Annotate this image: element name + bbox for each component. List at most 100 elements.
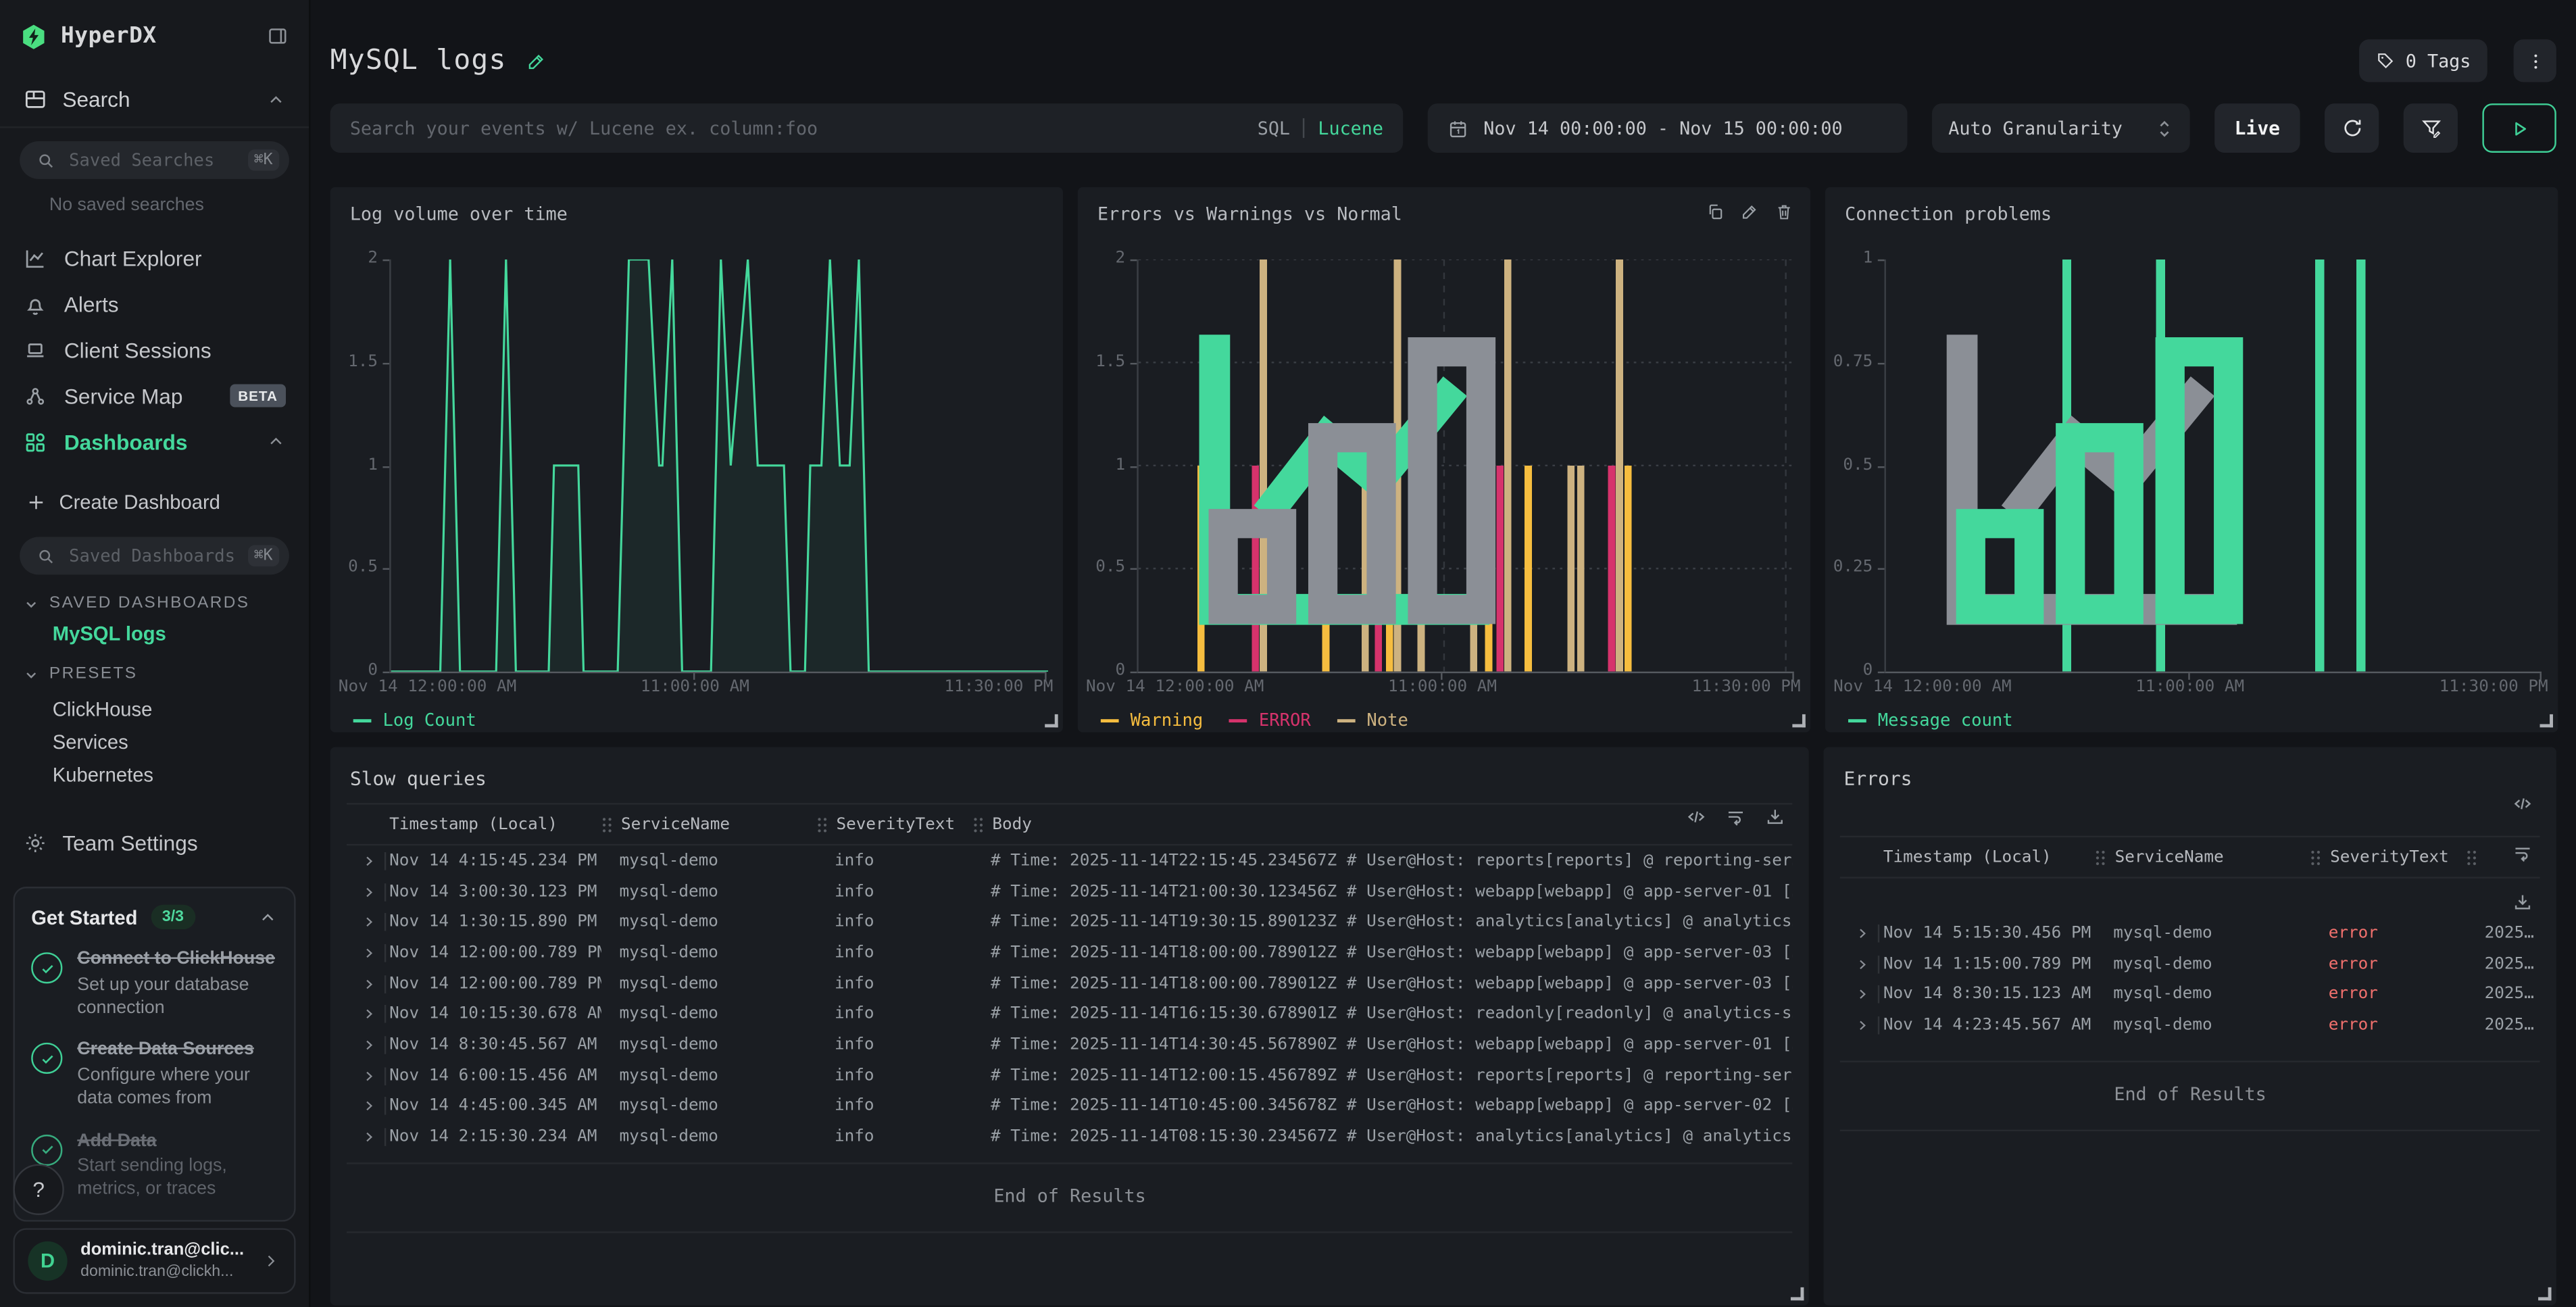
resize-handle[interactable] <box>1792 714 1805 727</box>
sidebar-item-label: Search <box>62 87 130 112</box>
tags-button[interactable]: 0 Tags <box>2360 39 2487 82</box>
table-row[interactable]: Nov 14 4:15:45.234 PMmysql-demoinfo# Tim… <box>347 845 1793 876</box>
sidebar-item-team-settings[interactable]: Team Settings <box>0 821 309 864</box>
row-expander[interactable] <box>347 1128 389 1146</box>
saved-dashboards-field[interactable] <box>66 544 237 567</box>
refresh-button[interactable] <box>2325 103 2379 153</box>
severity-cell: info <box>816 1128 972 1146</box>
column-header[interactable]: ServiceName <box>2095 848 2310 866</box>
run-query-button[interactable] <box>2482 103 2556 153</box>
row-expander[interactable] <box>1841 1016 1883 1035</box>
table-row[interactable]: Nov 14 4:45:00.345 AMmysql-demoinfo# Tim… <box>347 1091 1793 1122</box>
table-row[interactable]: Nov 14 1:15:00.789 PMmysql-demoerror2025… <box>1841 949 2540 979</box>
user-menu[interactable]: D dominic.tran@clic... dominic.tran@clic… <box>13 1228 295 1293</box>
row-expander[interactable] <box>347 883 389 901</box>
body-cell: # Time: 2025-11-14T08:15:30.234567Z # Us… <box>972 1128 1793 1146</box>
download-icon[interactable] <box>1765 806 1787 828</box>
checklist-item-add-data[interactable]: Add Data Start sending logs, metrics, or… <box>31 1131 278 1202</box>
sidebar-item-chart-explorer[interactable]: Chart Explorer <box>0 235 309 280</box>
sidebar-item-dashboards[interactable]: Dashboards <box>0 419 309 465</box>
table-row[interactable]: Nov 14 3:00:30.123 PMmysql-demoinfo# Tim… <box>347 877 1793 907</box>
row-expander[interactable] <box>1841 955 1883 973</box>
row-expander[interactable] <box>347 1006 389 1024</box>
download-icon[interactable] <box>2512 891 2533 913</box>
lucene-toggle[interactable]: Lucene <box>1318 118 1383 139</box>
chevron-up-icon[interactable] <box>266 432 286 451</box>
sql-toggle[interactable]: SQL <box>1258 118 1290 139</box>
dashboard-menu-button[interactable] <box>2514 39 2556 82</box>
saved-searches-field[interactable] <box>66 149 237 172</box>
row-expander[interactable] <box>1841 924 1883 943</box>
create-dashboard-button[interactable]: Create Dashboard <box>0 481 309 524</box>
severity-cell: info <box>816 944 972 962</box>
row-expander[interactable] <box>347 975 389 993</box>
edit-icon[interactable] <box>1740 202 1760 222</box>
event-search-input[interactable] <box>330 118 1258 139</box>
row-expander[interactable] <box>1841 985 1883 1004</box>
filter-button[interactable] <box>2404 103 2458 153</box>
live-button[interactable]: Live <box>2214 103 2300 153</box>
sidebar-item-clickhouse[interactable]: ClickHouse <box>0 693 309 726</box>
table-row[interactable]: Nov 14 1:30:15.890 PMmysql-demoinfo# Tim… <box>347 907 1793 937</box>
panel-actions <box>1706 202 1794 222</box>
table-row[interactable]: Nov 14 5:15:30.456 PMmysql-demoerror2025… <box>1841 918 2540 948</box>
sidebar-item-client-sessions[interactable]: Client Sessions <box>0 327 309 373</box>
row-expander[interactable] <box>347 1098 389 1116</box>
edit-title-icon[interactable] <box>526 50 548 72</box>
date-range-picker[interactable]: Nov 14 00:00:00 - Nov 15 00:00:00 <box>1428 103 1908 153</box>
section-presets[interactable]: PRESETS <box>23 665 309 683</box>
table-row[interactable]: Nov 14 6:00:15.456 AMmysql-demoinfo# Tim… <box>347 1060 1793 1091</box>
table-row[interactable]: Nov 14 2:15:30.234 AMmysql-demoinfo# Tim… <box>347 1122 1793 1152</box>
timestamp-cell: Nov 14 12:00:00.789 PM <box>389 944 601 962</box>
column-header[interactable]: SeverityText <box>2310 848 2467 866</box>
query-language-toggle[interactable]: SQL Lucene <box>1258 118 1383 139</box>
sidebar-item-alerts[interactable]: Alerts <box>0 280 309 326</box>
wrap-lines-icon[interactable] <box>2512 842 2533 864</box>
resize-handle[interactable] <box>2538 1287 2551 1300</box>
table-row[interactable]: Nov 14 8:30:15.123 AMmysql-demoerror2025… <box>1841 979 2540 1010</box>
table-row[interactable]: Nov 14 12:00:00.789 PMmysql-demoinfo# Ti… <box>347 937 1793 968</box>
code-icon[interactable] <box>2512 793 2533 815</box>
sidebar-item-services[interactable]: Services <box>0 726 309 759</box>
chevron-up-icon[interactable] <box>258 907 278 927</box>
saved-searches-input[interactable]: ⌘K <box>20 141 289 179</box>
granularity-select[interactable]: Auto Granularity <box>1932 103 2190 153</box>
code-icon[interactable] <box>1686 806 1708 828</box>
wrap-lines-icon[interactable] <box>1725 806 1747 828</box>
sidebar-item-service-map[interactable]: Service Map BETA <box>0 373 309 419</box>
column-header[interactable]: Timestamp (Local) <box>1883 848 2096 866</box>
delete-icon[interactable] <box>1775 202 1794 222</box>
column-header[interactable]: Timestamp (Local) <box>389 815 601 833</box>
table-row[interactable]: Nov 14 8:30:45.567 AMmysql-demoinfo# Tim… <box>347 1030 1793 1060</box>
resize-handle[interactable] <box>1791 1287 1804 1300</box>
column-header[interactable]: ServiceName <box>601 815 816 833</box>
collapse-sidebar-icon[interactable] <box>266 24 289 47</box>
resize-handle[interactable] <box>1045 714 1058 727</box>
row-expander[interactable] <box>347 944 389 962</box>
row-expander[interactable] <box>347 1066 389 1085</box>
sidebar-item-search[interactable]: Search <box>0 72 309 128</box>
table-row[interactable]: Nov 14 12:00:00.789 PMmysql-demoinfo# Ti… <box>347 968 1793 999</box>
resize-handle[interactable] <box>2540 714 2553 727</box>
saved-dashboards-input[interactable]: ⌘K <box>20 537 289 574</box>
sidebar-item-kubernetes[interactable]: Kubernetes <box>0 758 309 791</box>
timestamp-cell: Nov 14 2:15:30.234 AM <box>389 1128 601 1146</box>
row-expander[interactable] <box>347 852 389 870</box>
section-saved-dashboards[interactable]: SAVED DASHBOARDS <box>23 595 309 613</box>
table-row[interactable]: Nov 14 10:15:30.678 AMmysql-demoinfo# Ti… <box>347 999 1793 1029</box>
table-row[interactable]: Nov 14 4:23:45.567 AMmysql-demoerror2025… <box>1841 1010 2540 1040</box>
sidebar-item-mysql-logs[interactable]: MySQL logs <box>0 622 309 645</box>
event-search-box[interactable]: SQL Lucene <box>330 103 1404 153</box>
row-expander[interactable] <box>347 1036 389 1054</box>
checklist-item-connect[interactable]: Connect to ClickHouse Set up your databa… <box>31 949 278 1020</box>
severity-cell: info <box>816 975 972 993</box>
checklist-item-data-sources[interactable]: Create Data Sources Configure where your… <box>31 1040 278 1111</box>
expand-row-icon <box>362 1037 376 1052</box>
help-button[interactable]: ? <box>13 1164 64 1215</box>
timestamp-cell: Nov 14 4:23:45.567 AM <box>1883 1016 2096 1035</box>
chevron-up-icon[interactable] <box>266 89 286 109</box>
column-header[interactable]: SeverityText <box>816 815 972 833</box>
row-expander[interactable] <box>347 913 389 931</box>
column-header[interactable]: Body <box>972 815 1793 833</box>
duplicate-icon[interactable] <box>1706 202 1725 222</box>
